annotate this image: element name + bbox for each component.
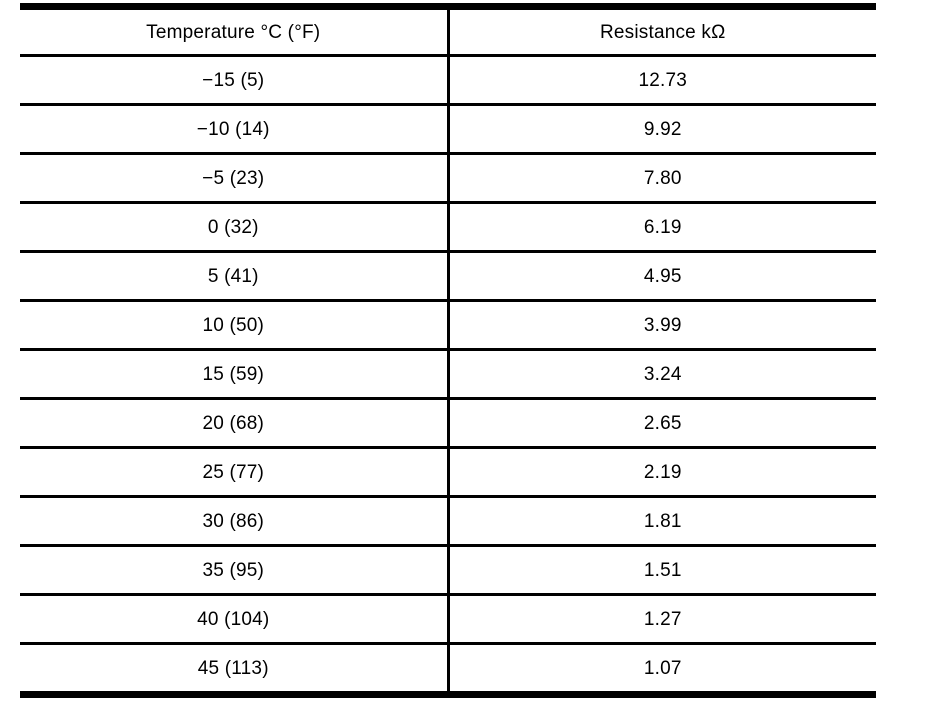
resistance-cell: 2.19 <box>448 447 876 498</box>
temperature-resistance-table: Temperature °C (°F) Resistance kΩ −15 (5… <box>20 3 876 698</box>
resistance-column-header: Resistance kΩ <box>448 6 876 57</box>
temperature-cell: 40 (104) <box>20 594 450 645</box>
table-row: 45 (113) 1.07 <box>20 643 876 696</box>
temperature-cell: 5 (41) <box>20 251 450 302</box>
table-row: −5 (23) 7.80 <box>20 153 876 204</box>
resistance-cell: 1.07 <box>448 643 876 696</box>
temperature-cell: 0 (32) <box>20 202 450 253</box>
temperature-cell: 35 (95) <box>20 545 450 596</box>
table-row: −10 (14) 9.92 <box>20 104 876 155</box>
temperature-cell: 30 (86) <box>20 496 450 547</box>
table-row: 5 (41) 4.95 <box>20 251 876 302</box>
resistance-cell: 2.65 <box>448 398 876 449</box>
table-row: 15 (59) 3.24 <box>20 349 876 400</box>
resistance-cell: 4.95 <box>448 251 876 302</box>
temperature-cell: 20 (68) <box>20 398 450 449</box>
header-row: Temperature °C (°F) Resistance kΩ <box>20 6 876 57</box>
temperature-cell: −5 (23) <box>20 153 450 204</box>
temperature-cell: 45 (113) <box>20 643 450 696</box>
table-row: 25 (77) 2.19 <box>20 447 876 498</box>
table-row: 40 (104) 1.27 <box>20 594 876 645</box>
table-row: 30 (86) 1.81 <box>20 496 876 547</box>
resistance-cell: 3.99 <box>448 300 876 351</box>
temperature-cell: −15 (5) <box>20 55 450 106</box>
resistance-cell: 12.73 <box>448 55 876 106</box>
table-row: −15 (5) 12.73 <box>20 55 876 106</box>
table-row: 20 (68) 2.65 <box>20 398 876 449</box>
resistance-cell: 1.27 <box>448 594 876 645</box>
resistance-cell: 1.51 <box>448 545 876 596</box>
resistance-cell: 9.92 <box>448 104 876 155</box>
temperature-column-header: Temperature °C (°F) <box>20 6 450 57</box>
table-row: 0 (32) 6.19 <box>20 202 876 253</box>
temperature-cell: 25 (77) <box>20 447 450 498</box>
resistance-cell: 6.19 <box>448 202 876 253</box>
temperature-cell: 10 (50) <box>20 300 450 351</box>
temperature-cell: −10 (14) <box>20 104 450 155</box>
resistance-cell: 7.80 <box>448 153 876 204</box>
temperature-cell: 15 (59) <box>20 349 450 400</box>
resistance-cell: 3.24 <box>448 349 876 400</box>
table-row: 10 (50) 3.99 <box>20 300 876 351</box>
resistance-cell: 1.81 <box>448 496 876 547</box>
table-body: −15 (5) 12.73 −10 (14) 9.92 −5 (23) 7.80 0 (32… <box>20 55 876 696</box>
table-row: 35 (95) 1.51 <box>20 545 876 596</box>
